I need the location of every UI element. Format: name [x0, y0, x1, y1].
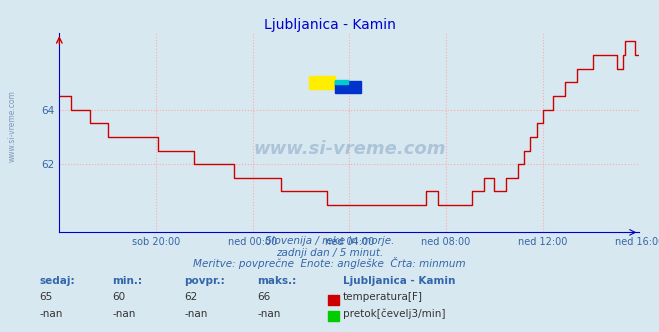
Text: Ljubljanica - Kamin: Ljubljanica - Kamin: [264, 18, 395, 32]
Text: Slovenija / reke in morje.: Slovenija / reke in morje.: [265, 236, 394, 246]
Text: zadnji dan / 5 minut.: zadnji dan / 5 minut.: [276, 248, 383, 258]
Text: -nan: -nan: [40, 309, 63, 319]
Text: temperatura[F]: temperatura[F]: [343, 292, 422, 302]
Bar: [335, 80, 348, 85]
Text: www.si-vreme.com: www.si-vreme.com: [8, 90, 17, 162]
Text: maks.:: maks.:: [257, 276, 297, 286]
Bar: [335, 81, 361, 94]
Text: Meritve: povprečne  Enote: angleške  Črta: minmum: Meritve: povprečne Enote: angleške Črta:…: [193, 257, 466, 269]
Text: -nan: -nan: [257, 309, 280, 319]
Text: Ljubljanica - Kamin: Ljubljanica - Kamin: [343, 276, 455, 286]
Text: 66: 66: [257, 292, 270, 302]
Text: min.:: min.:: [112, 276, 142, 286]
Text: sedaj:: sedaj:: [40, 276, 75, 286]
Text: 60: 60: [112, 292, 125, 302]
Bar: [308, 76, 335, 89]
Text: pretok[čevelj3/min]: pretok[čevelj3/min]: [343, 308, 445, 319]
Text: -nan: -nan: [112, 309, 135, 319]
Text: 62: 62: [185, 292, 198, 302]
Text: povpr.:: povpr.:: [185, 276, 225, 286]
Text: -nan: -nan: [185, 309, 208, 319]
Text: 65: 65: [40, 292, 53, 302]
Text: www.si-vreme.com: www.si-vreme.com: [253, 140, 445, 158]
